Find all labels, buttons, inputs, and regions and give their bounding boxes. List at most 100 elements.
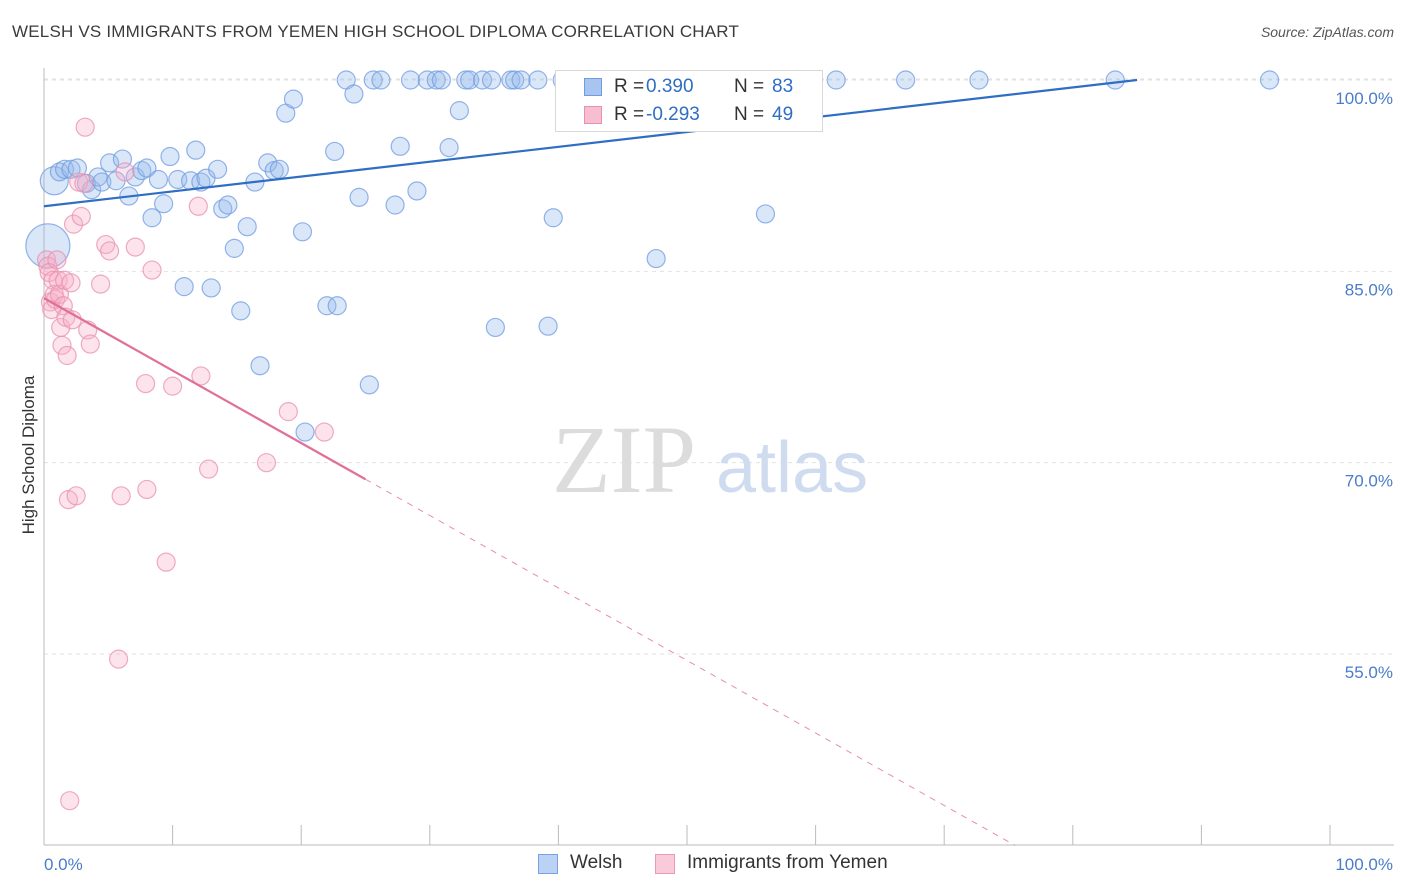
welsh-point (317, 296, 337, 316)
yemen-trend-extension (365, 478, 1016, 846)
y-axis-label: High School Diploma (19, 375, 38, 534)
bottom-legend-label-yemen: Immigrants from Yemen (687, 852, 888, 873)
gridlines (44, 78, 1394, 655)
welsh-point (485, 317, 505, 338)
welsh-point (449, 101, 469, 121)
welsh-point (363, 70, 383, 90)
welsh-point (543, 208, 563, 228)
welsh-point (132, 160, 152, 181)
welsh-point (359, 375, 379, 395)
welsh-point (186, 140, 206, 160)
welsh-point (528, 70, 548, 90)
watermark-atlas: atlas (716, 428, 868, 508)
yemen-point (71, 206, 91, 227)
welsh-point (481, 70, 502, 90)
welsh-point (344, 84, 364, 104)
welsh-point (88, 167, 108, 187)
legend-swatch-welsh (584, 78, 602, 96)
welsh-point (148, 169, 169, 190)
source-credit: Source: ZipAtlas.com (1260, 24, 1394, 40)
yemen-point (80, 334, 100, 354)
welsh-point (327, 296, 347, 316)
welsh-point (400, 70, 421, 90)
trend-lines (43, 78, 1138, 846)
legend-row-welsh: R = 0.390 N = 83 (556, 74, 822, 100)
welsh-point (137, 158, 157, 178)
bottom-legend-label-welsh: Welsh (570, 852, 623, 873)
x-tick-label: 100.0% (1335, 855, 1393, 874)
welsh-point (646, 248, 666, 269)
welsh-point (237, 217, 257, 237)
yemen-point (66, 486, 86, 506)
yemen-point (57, 345, 77, 366)
y-tick-labels: 55.0% 70.0% 85.0% 100.0% (1335, 89, 1393, 682)
y-tick-label: 55.0% (1345, 663, 1393, 682)
welsh-point (439, 138, 459, 158)
stats-legend: R = 0.390 N = 83 R = -0.293 N = 49 (555, 70, 823, 132)
legend-r-label: R = (614, 76, 645, 97)
yemen-point (47, 250, 67, 270)
yemen-trend-line (43, 297, 367, 481)
welsh-point (505, 70, 525, 90)
welsh-point (153, 194, 174, 214)
welsh-point (371, 70, 391, 90)
yemen-point (156, 552, 176, 572)
yemen-point (63, 214, 84, 234)
yemen-point (99, 241, 120, 261)
welsh-point (99, 153, 120, 173)
welsh-point (49, 162, 70, 182)
yemen-point (163, 376, 183, 396)
yemen-point (61, 273, 81, 293)
welsh-point (431, 70, 451, 90)
y-tick-label: 100.0% (1335, 89, 1393, 108)
legend-n-value: 49 (772, 104, 794, 125)
yemen-point (278, 402, 298, 422)
welsh-point (201, 278, 221, 298)
welsh-point (349, 187, 369, 207)
yemen-point (52, 335, 72, 355)
welsh-point (213, 199, 233, 219)
welsh-point (142, 208, 162, 228)
yemen-point (191, 366, 211, 386)
bottom-legend-swatch-welsh (538, 854, 558, 874)
legend-r-value: 0.390 (646, 76, 694, 97)
welsh-point (208, 159, 228, 179)
yemen-point (137, 479, 157, 500)
yemen-point (314, 422, 334, 442)
welsh-point (231, 301, 251, 321)
watermark-zip: ZIP (552, 406, 696, 513)
bottom-legend-swatch-yemen (655, 854, 675, 874)
welsh-point (1259, 70, 1280, 90)
yemen-point (75, 117, 95, 137)
welsh-point (283, 89, 304, 109)
welsh-point (292, 222, 313, 242)
welsh-point (325, 141, 345, 162)
axes (43, 68, 1394, 846)
welsh-point (407, 181, 427, 201)
legend-r-value: -0.293 (646, 104, 700, 125)
welsh-point (969, 70, 989, 90)
x-tick-label: 0.0% (44, 855, 83, 874)
welsh-point (25, 223, 71, 269)
welsh-point (385, 195, 405, 215)
x-tick-labels: 0.0% 100.0% (44, 855, 1393, 874)
y-tick-label: 85.0% (1345, 280, 1393, 299)
legend-n-label: N = (734, 76, 765, 97)
welsh-point (160, 146, 180, 167)
welsh-point (896, 70, 916, 90)
yemen-point (125, 237, 145, 257)
welsh-point (250, 356, 270, 376)
welsh-point (511, 70, 531, 90)
yemen-point (111, 486, 131, 506)
legend-n-value: 83 (772, 76, 794, 97)
legend-swatch-yemen (584, 106, 602, 124)
yemen-point (135, 373, 156, 394)
yemen-point (90, 274, 111, 294)
yemen-point (142, 260, 162, 280)
yemen-point (188, 196, 208, 216)
welsh-point (390, 136, 410, 156)
legend-n-label: N = (734, 104, 765, 125)
yemen-point (256, 453, 277, 473)
welsh-point (295, 422, 315, 442)
